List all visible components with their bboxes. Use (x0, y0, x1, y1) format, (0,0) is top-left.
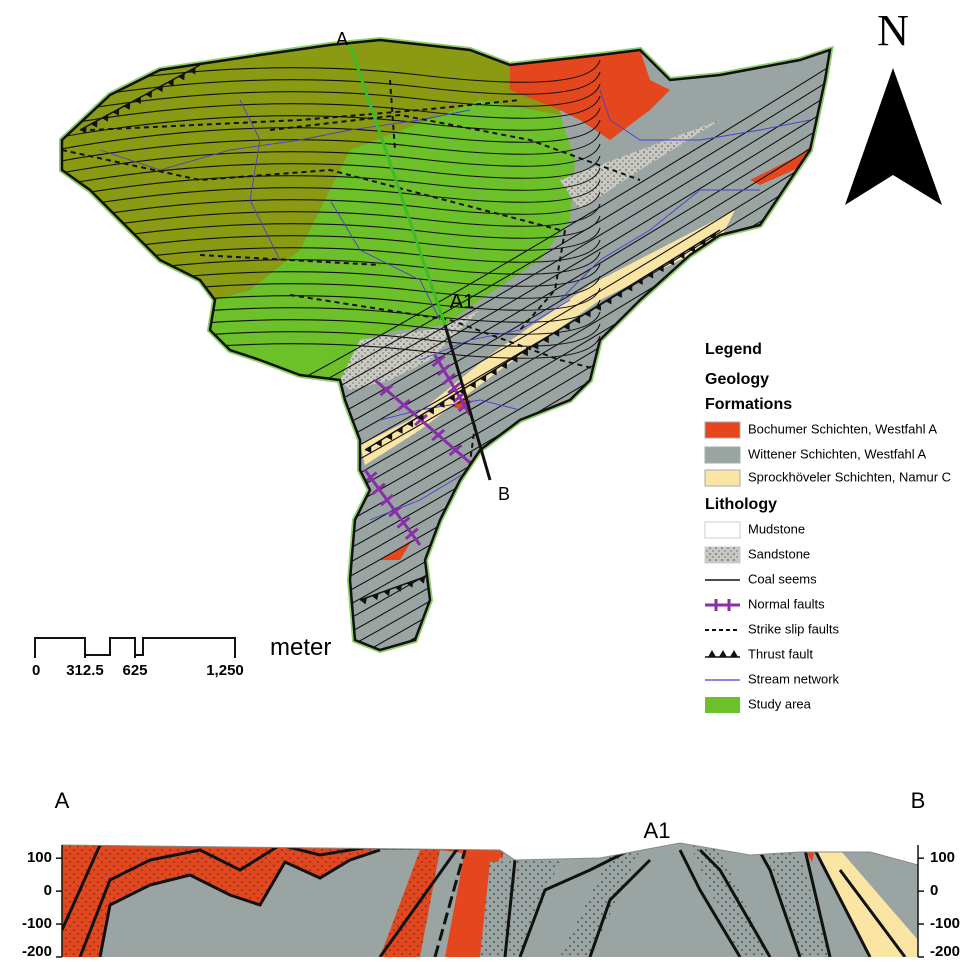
legend-swatch (705, 470, 740, 486)
legend-heading: Geology (705, 371, 769, 388)
section-label: B (911, 788, 926, 813)
legend-heading: Formations (705, 396, 792, 413)
legend-swatch (705, 697, 740, 713)
legend-item: Strike slip faults (748, 621, 840, 636)
legend-title: Legend (705, 341, 762, 358)
y-tick-label: 100 (930, 849, 955, 866)
cross-section: A A1 B 100 100 0 0 -100 -100 -200 -200 (22, 788, 960, 960)
scale-unit: meter (270, 634, 331, 661)
y-tick-label: -100 (22, 915, 52, 932)
scale-tick-label: 312.5 (66, 662, 104, 679)
north-label: N (877, 6, 909, 55)
scale-bar-line (35, 638, 235, 655)
scale-tick-label: 625 (122, 662, 147, 679)
section-label: A (55, 788, 70, 813)
section-label: A1 (644, 818, 671, 843)
y-tick-label: 0 (44, 882, 52, 899)
legend-symbol (708, 650, 738, 657)
legend-swatch (705, 422, 740, 438)
legend-item: Bochumer Schichten, Westfahl A (748, 421, 937, 436)
legend-item: Stream network (748, 671, 840, 686)
scale-bar: meter 0 312.5 625 1,250 (32, 634, 331, 679)
y-tick-label: 0 (930, 882, 938, 899)
section-label: A (336, 29, 348, 49)
legend-swatch (705, 547, 740, 563)
section-label: B (498, 484, 510, 504)
legend-swatch (705, 522, 740, 538)
page: {"map": {"north": "N", "section_labels":… (0, 0, 972, 962)
legend-item: Normal faults (748, 596, 825, 611)
legend-item: Wittener Schichten, Westfahl A (748, 446, 927, 461)
legend-symbol (705, 650, 740, 657)
section-label: A1 (450, 291, 474, 313)
y-tick-label: -100 (930, 915, 960, 932)
legend: Legend Geology Formations Bochumer Schic… (705, 341, 951, 713)
legend-item: Sprockhöveler Schichten, Namur C (748, 469, 951, 484)
y-tick-label: -200 (22, 943, 52, 960)
geologic-map-figure: A A1 B N meter 0 312.5 625 1,250 Legend Geo… (0, 0, 972, 962)
legend-item: Study area (748, 696, 812, 711)
y-tick-label: 100 (27, 849, 52, 866)
legend-heading: Lithology (705, 496, 777, 513)
legend-item: Thrust fault (748, 646, 813, 661)
legend-item: Mudstone (748, 521, 805, 536)
legend-swatch (705, 447, 740, 463)
scale-tick-label: 0 (32, 662, 40, 679)
north-arrow (845, 68, 942, 205)
y-tick-label: -200 (930, 943, 960, 960)
legend-item: Sandstone (748, 546, 810, 561)
legend-item: Coal seems (748, 571, 817, 586)
legend-symbol (705, 599, 740, 611)
scale-tick-label: 1,250 (206, 662, 244, 679)
